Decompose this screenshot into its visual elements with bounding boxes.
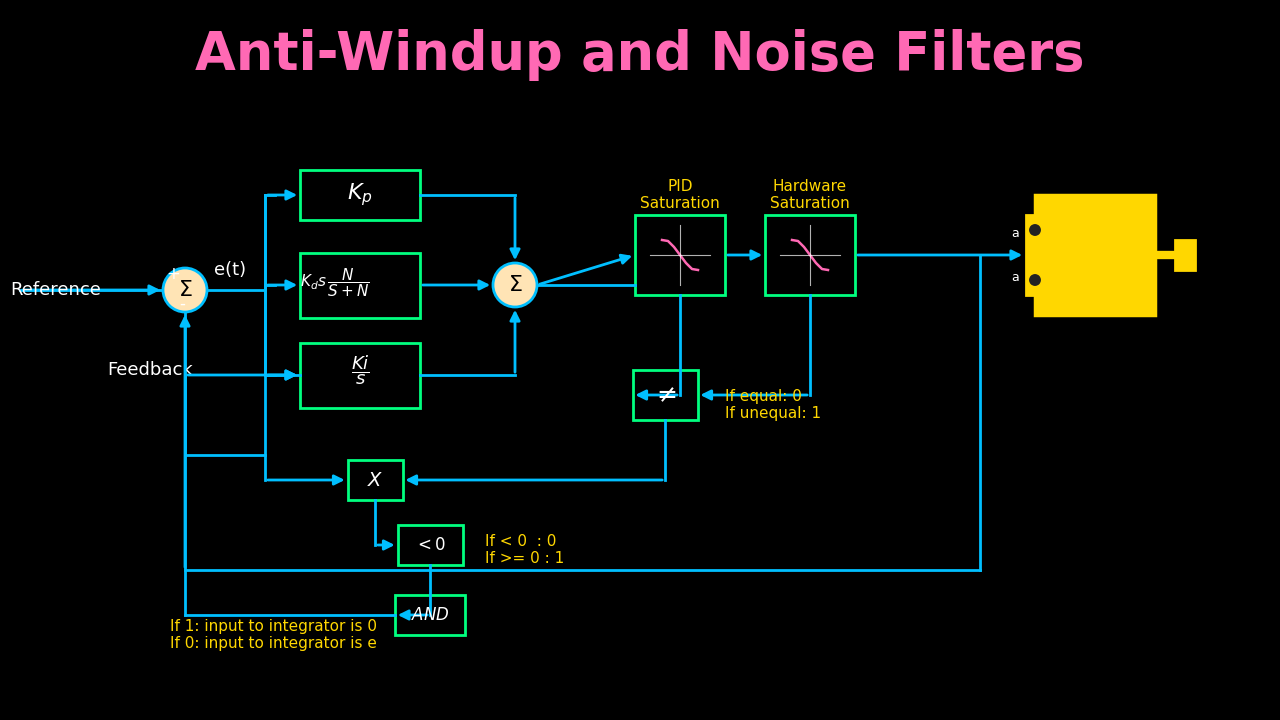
Text: $< 0$: $< 0$ [413, 536, 445, 554]
Bar [635, 215, 724, 295]
Text: $K_d s\,\dfrac{N}{S+N}$: $K_d s\,\dfrac{N}{S+N}$ [301, 266, 370, 300]
Text: Hardware
Saturation: Hardware Saturation [771, 179, 850, 211]
Bar [300, 170, 420, 220]
Text: If < 0  : 0
If >= 0 : 1: If < 0 : 0 If >= 0 : 1 [485, 534, 564, 566]
Text: If equal: 0
If unequal: 1: If equal: 0 If unequal: 1 [724, 389, 822, 421]
Text: a: a [1011, 227, 1019, 240]
Bar [396, 595, 465, 635]
Text: $\Sigma$: $\Sigma$ [508, 275, 522, 295]
Text: Reference: Reference [10, 281, 101, 299]
Bar [632, 370, 698, 420]
Text: -: - [179, 295, 184, 313]
Bar [1036, 195, 1155, 315]
Text: Anti-Windup and Noise Filters: Anti-Windup and Noise Filters [196, 29, 1084, 81]
Circle shape [493, 263, 538, 307]
Text: $AND$: $AND$ [411, 606, 449, 624]
Text: Feedback: Feedback [108, 361, 193, 379]
Text: PID
Saturation: PID Saturation [640, 179, 719, 211]
Bar [300, 343, 420, 408]
Text: a: a [1011, 271, 1019, 284]
Text: $\dfrac{Ki}{s}$: $\dfrac{Ki}{s}$ [351, 354, 370, 387]
Circle shape [1028, 223, 1042, 237]
Text: $\Sigma$: $\Sigma$ [178, 280, 192, 300]
Text: $\neq$: $\neq$ [653, 383, 677, 407]
Text: If 1: input to integrator is 0
If 0: input to integrator is e: If 1: input to integrator is 0 If 0: inp… [170, 618, 378, 651]
Text: $K_p$: $K_p$ [347, 181, 372, 208]
Text: +: + [166, 265, 180, 283]
Text: e(t): e(t) [214, 261, 246, 279]
Bar [398, 525, 462, 565]
Text: $X$: $X$ [366, 470, 383, 490]
Bar [300, 253, 420, 318]
Bar [765, 215, 855, 295]
Bar [1027, 215, 1044, 295]
Bar [347, 460, 402, 500]
Bar [1175, 240, 1196, 270]
Circle shape [163, 268, 207, 312]
Circle shape [1028, 273, 1042, 287]
